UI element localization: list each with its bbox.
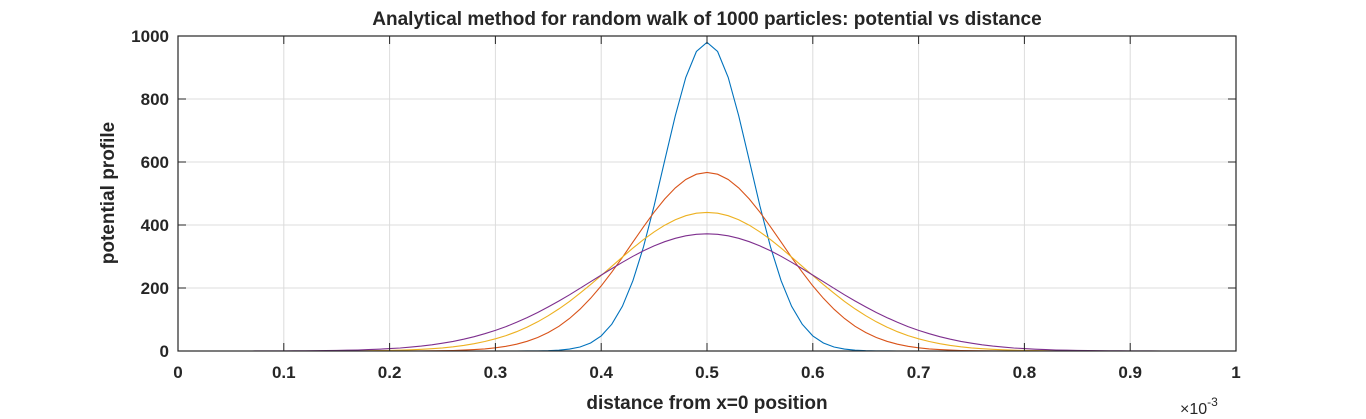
series-line-4 [178,233,1236,352]
x-multiplier-exponent: -3 [1207,395,1218,409]
x-tick-label: 0.5 [695,363,719,382]
tick-labels: 0 0.1 0.2 0.3 0.4 0.5 0.6 0.7 0.8 0.9 1 0 200 400 600 8… [131,27,1241,382]
y-tick-label: 800 [141,90,169,109]
x-tick-label: 0.4 [589,363,613,382]
y-tick-label: 200 [141,279,169,298]
x-tick-label: 0.7 [907,363,931,382]
x-multiplier-base: ×10 [1180,401,1207,418]
x-axis-label: distance from x=0 position [586,393,827,414]
y-tick-label: 600 [141,153,169,172]
x-multiplier: ×10-3 [1180,395,1218,418]
x-tick-label: 0.8 [1013,363,1037,382]
x-tick-label: 0.6 [801,363,825,382]
y-tick-label: 0 [160,342,169,361]
y-axis-label: potential profile [98,122,119,265]
x-tick-label: 0 [173,363,182,382]
x-tick-label: 0.3 [484,363,508,382]
x-tick-label: 0.1 [272,363,296,382]
chart-title: Analytical method for random walk of 100… [372,9,1041,30]
x-tick-label: 0.2 [378,363,402,382]
y-tick-label: 400 [141,216,169,235]
x-tick-label: 1 [1231,363,1240,382]
x-tick-label: 0.9 [1118,363,1142,382]
y-tick-label: 1000 [131,27,169,46]
